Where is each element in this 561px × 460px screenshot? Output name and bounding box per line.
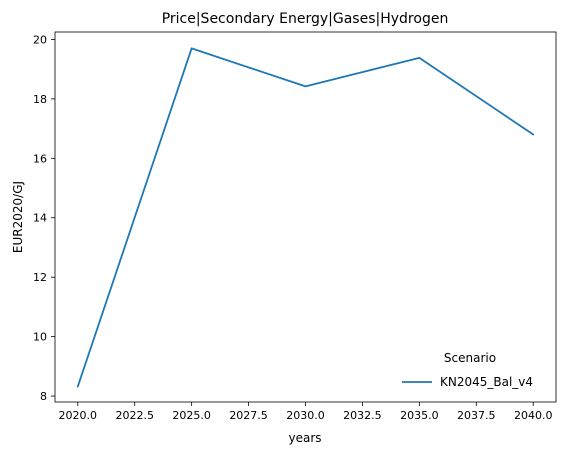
legend: Scenario KN2045_Bal_v4 [402, 351, 533, 389]
y-axis: 8 10 12 14 16 18 20 [33, 33, 55, 403]
x-tick-label: 2032.5 [343, 409, 382, 422]
x-tick-label: 2022.5 [115, 409, 154, 422]
x-tick-label: 2037.5 [457, 409, 496, 422]
series-layer [76, 47, 535, 388]
x-tick-label: 2035.0 [400, 409, 439, 422]
plot-area [54, 31, 557, 403]
x-tick-label: 2027.5 [229, 409, 268, 422]
x-axis: 2020.0 2022.5 2025.0 2027.5 2030.0 2032.5 2035… [59, 402, 553, 422]
x-axis-label: years [288, 431, 321, 445]
plot-frame [54, 31, 557, 403]
chart-title: Price|Secondary Energy|Gases|Hydrogen [162, 11, 449, 27]
y-tick-label: 18 [33, 93, 47, 106]
y-axis-label: EUR2020/GJ [11, 181, 25, 253]
y-tick-label: 20 [33, 33, 47, 46]
y-tick-label: 10 [33, 331, 47, 344]
y-tick-label: 14 [33, 212, 47, 225]
x-tick-label: 2020.0 [59, 409, 98, 422]
x-tick-label: 2040.0 [514, 409, 553, 422]
x-tick-label: 2030.0 [286, 409, 325, 422]
y-tick-label: 16 [33, 152, 47, 165]
x-tick-label: 2025.0 [172, 409, 211, 422]
legend-label-kn2045-bal-v4: KN2045_Bal_v4 [440, 375, 533, 389]
series-line-kn2045-bal-v4 [76, 47, 535, 388]
legend-title: Scenario [444, 351, 496, 365]
y-tick-label: 12 [33, 271, 47, 284]
y-tick-label: 8 [40, 390, 47, 403]
